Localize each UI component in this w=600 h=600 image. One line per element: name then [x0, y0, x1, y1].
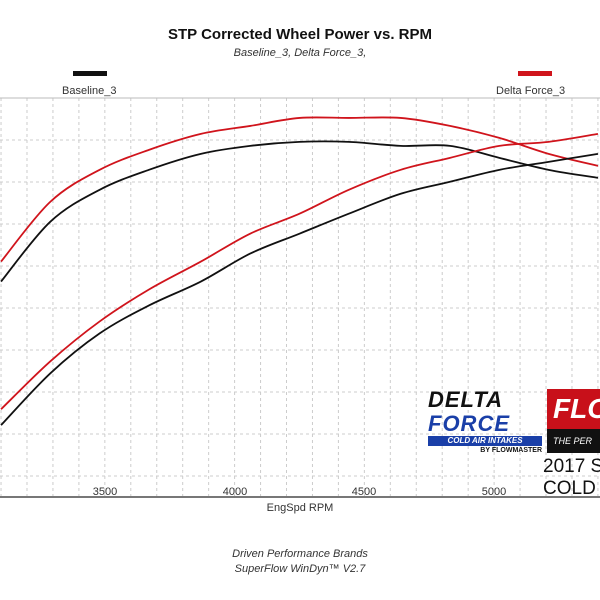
legend-label-delta-force: Delta Force_3	[496, 85, 566, 97]
chart-subtitle: Baseline_3, Delta Force_3,	[233, 47, 367, 59]
x-axis-label: EngSpd RPM	[266, 502, 334, 514]
series-line-baseline-3-3	[0, 152, 599, 426]
delta-force-logo: DELTA FORCE COLD AIR INTAKES BY FLOWMAST…	[428, 388, 542, 455]
x-tick-label: 4000	[222, 486, 248, 498]
x-tick-label: 4500	[351, 486, 377, 498]
logo-text: BY FLOWMASTER	[480, 447, 542, 454]
logo-text: FLO	[553, 393, 600, 424]
logo-text: COLD AIR INTAKES	[428, 436, 542, 446]
logo-tagline: THE PER	[553, 436, 593, 446]
caption-line-1: 2017 SI	[543, 456, 600, 477]
footer-company: Driven Performance Brands	[232, 548, 368, 560]
flowmaster-logo: FLO THE PER	[547, 389, 600, 453]
series-line-baseline-3-1	[0, 140, 599, 283]
legend-swatch-baseline	[73, 71, 107, 76]
x-tick-label: 3500	[92, 486, 118, 498]
series-line-delta-force-3-2	[0, 133, 599, 410]
logo-text: FORCE	[428, 411, 510, 436]
legend-label-baseline: Baseline_3	[62, 85, 117, 97]
logo-text: DELTA	[428, 387, 504, 412]
x-tick-label: 5000	[481, 486, 507, 498]
series-line-delta-force-3-0	[0, 116, 599, 263]
chart-title: STP Corrected Wheel Power vs. RPM	[168, 26, 432, 43]
legend-swatch-delta-force	[518, 71, 552, 76]
footer-software: SuperFlow WinDyn™ V2.7	[234, 563, 366, 575]
caption-line-2: COLD A	[543, 478, 600, 499]
